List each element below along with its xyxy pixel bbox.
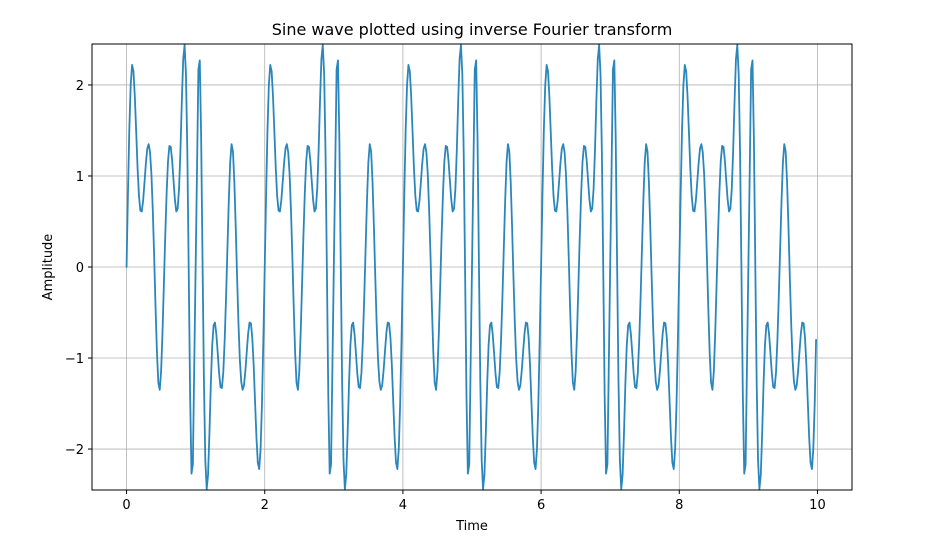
x-tick-label: 2 [261,498,269,513]
chart-title: Sine wave plotted using inverse Fourier … [272,20,673,39]
x-axis-label: Time [455,519,488,534]
x-tick-label: 8 [675,498,683,513]
y-tick-label: −1 [65,352,84,367]
y-tick-label: 1 [76,170,84,185]
y-tick-label: 2 [76,79,84,94]
x-tick-label: 0 [122,498,130,513]
x-tick-label: 6 [537,498,545,513]
y-axis-label: Amplitude [41,234,56,301]
x-tick-label: 4 [399,498,407,513]
plot-area: 0 2 4 6 8 10 −2 −1 0 1 2 [65,43,853,513]
x-tick-label: 10 [809,498,826,513]
y-tick-label: 0 [76,261,84,276]
series-line [125,44,817,490]
y-tick-label: −2 [65,443,84,458]
